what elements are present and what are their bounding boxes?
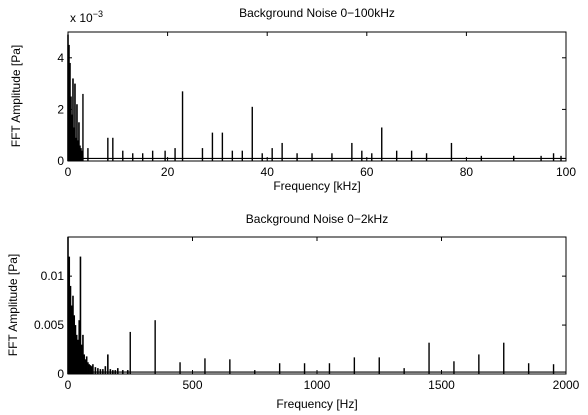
x-axis-label: Frequency [kHz] [273,179,360,193]
spectrum-marks [67,237,566,374]
y-tick-label: 0 [57,154,64,168]
plot-area [67,31,567,162]
x-tick-label: 0 [65,165,72,179]
y-exponent-label: x 10−3 [70,9,103,25]
y-tick-label: 2 [57,102,64,116]
plot-low-band: Background Noise 0−2kHz 0 500 1000 1500 2000… [6,212,580,411]
y-tick-label: 0.01 [41,269,65,283]
y-tick-label: 4 [57,51,64,65]
x-tick-label: 100 [556,165,576,179]
y-tick-label: 0 [57,367,64,381]
spectrum-marks [67,34,566,161]
plot-area [67,236,567,375]
y-tick-label: 0.005 [34,318,64,332]
chart-title: Background Noise 0−2kHz [246,212,388,226]
x-tick-label: 20 [161,165,175,179]
y-axis-label: FFT Amplitude [Pa] [6,254,20,357]
axis-ticks: 0 500 1000 1500 2000 0 0.005 0.01 [34,237,580,392]
plot-full-band: Background Noise 0−100kHz x 10−3 0 20 40 60… [9,6,576,193]
y-exponent-base: x 10 [70,11,93,25]
axis-ticks: 0 20 40 60 80 100 0 2 4 [57,32,576,179]
x-tick-label: 500 [182,378,202,392]
y-exponent-power: −3 [93,9,103,19]
x-tick-label: 1000 [304,378,331,392]
x-tick-label: 0 [65,378,72,392]
x-tick-label: 40 [261,165,275,179]
x-tick-label: 2000 [553,378,580,392]
x-tick-label: 60 [360,165,374,179]
y-axis-label: FFT Amplitude [Pa] [9,45,23,148]
x-tick-label: 80 [460,165,474,179]
chart-title: Background Noise 0−100kHz [239,6,395,20]
x-axis-label: Frequency [Hz] [276,397,357,411]
x-tick-label: 1500 [428,378,455,392]
